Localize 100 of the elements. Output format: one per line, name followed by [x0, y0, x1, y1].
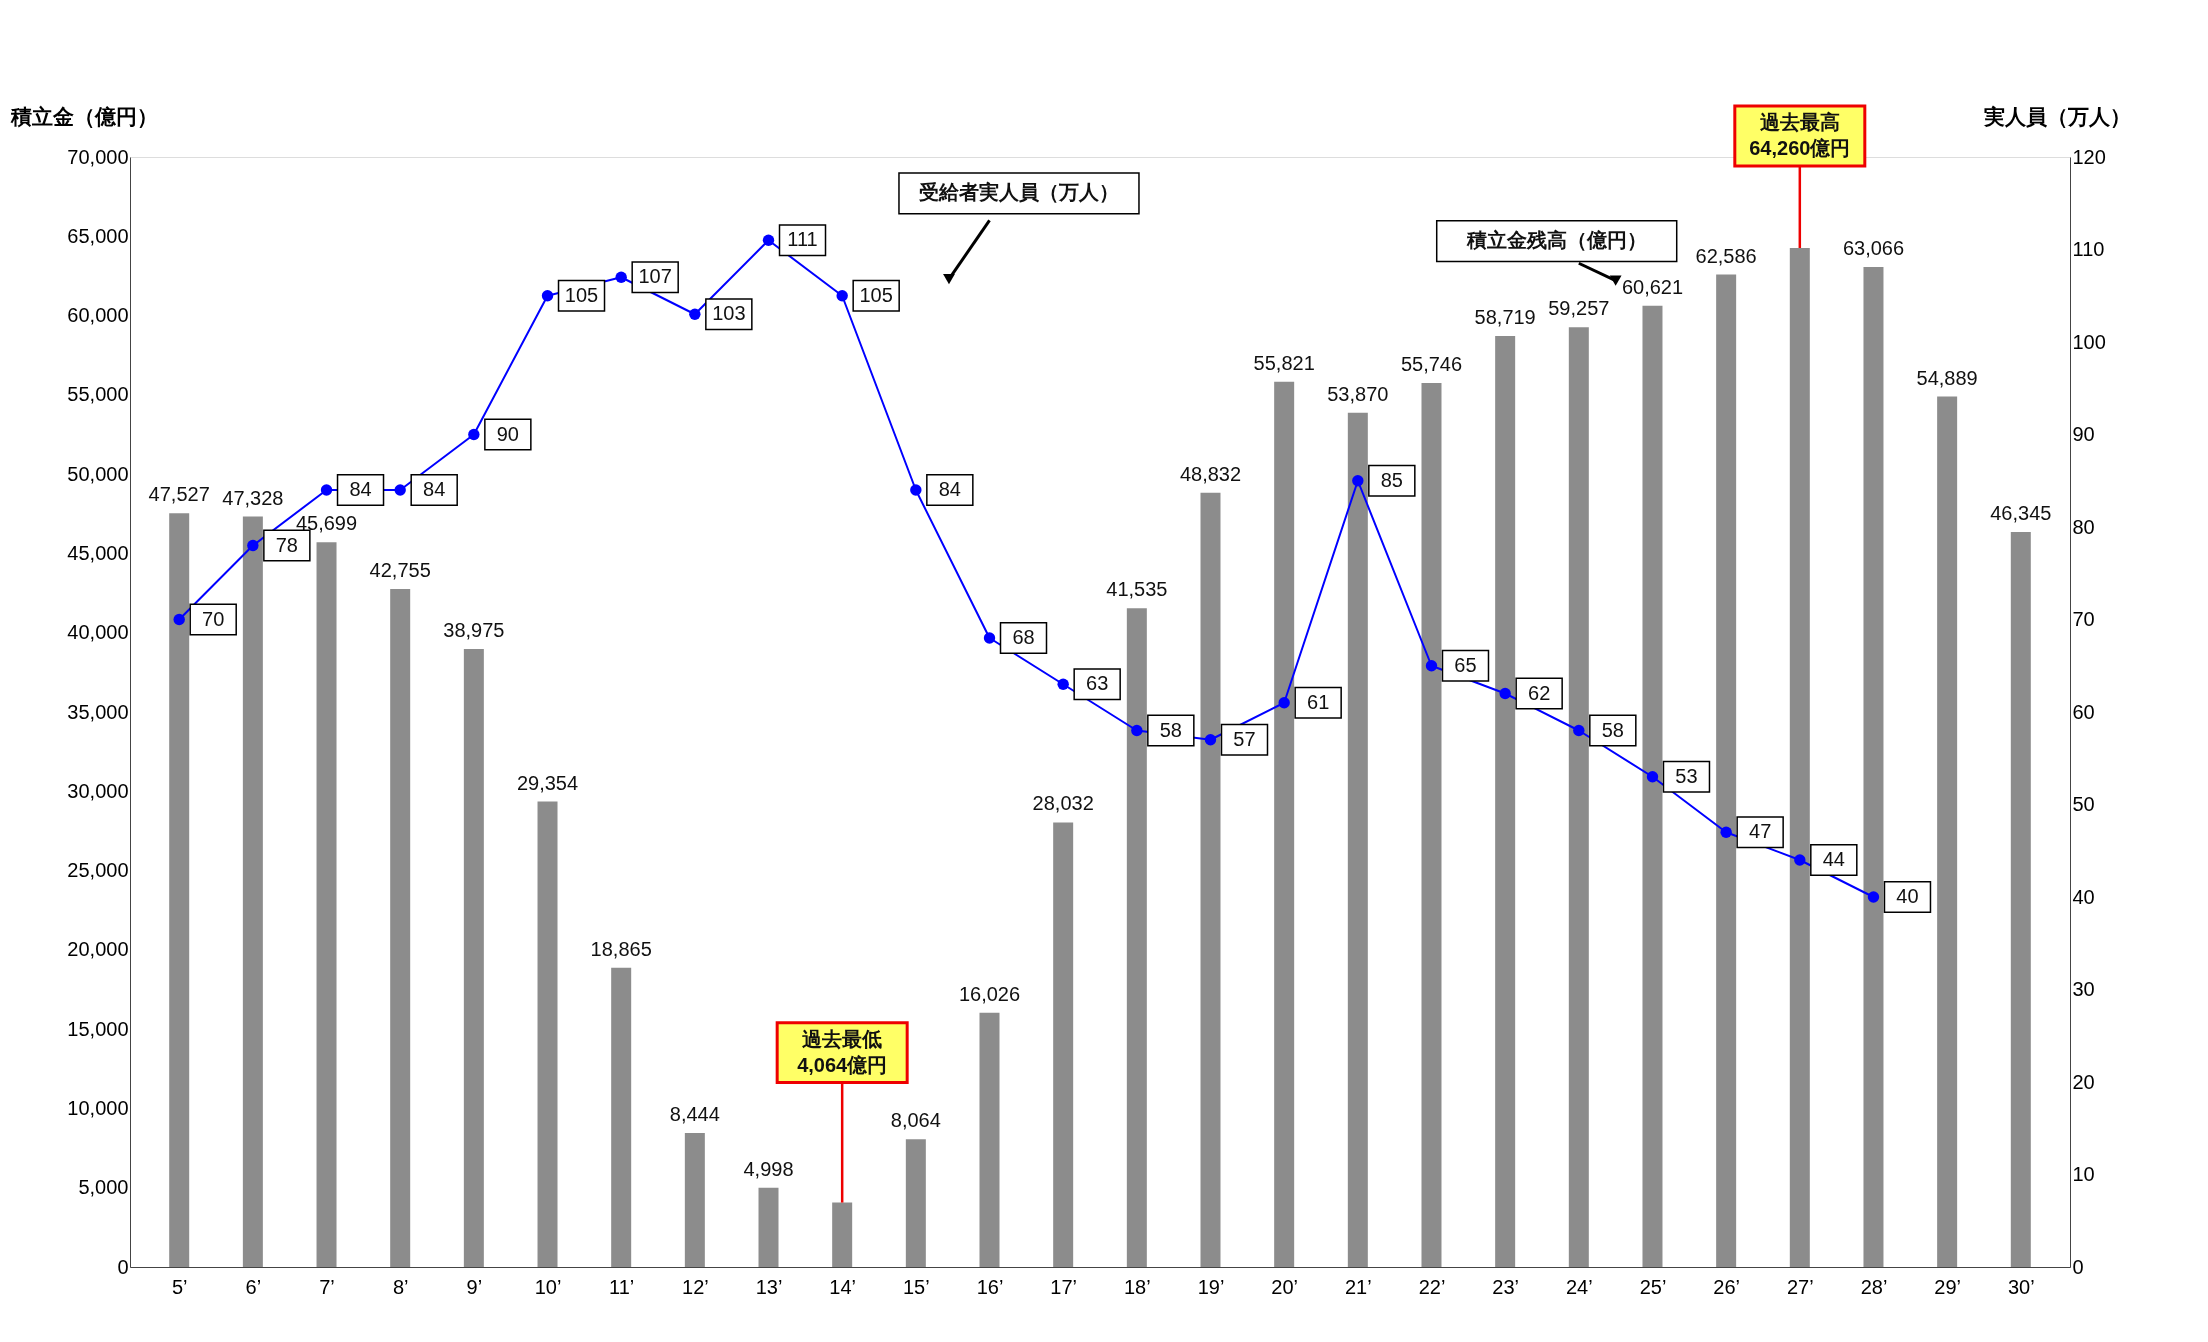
x-tick-label: 22’ — [1418, 1275, 1446, 1298]
bar — [758, 1187, 779, 1267]
point — [247, 539, 259, 552]
x-tick-label: 18’ — [1123, 1275, 1151, 1298]
x-tick-label: 24’ — [1565, 1275, 1593, 1298]
data-label: 111 — [787, 228, 818, 251]
x-tick-label: 7’ — [319, 1275, 335, 1298]
data-label: 53,870 — [1327, 382, 1389, 405]
point — [910, 484, 922, 496]
data-label: 54,889 — [1916, 366, 1978, 389]
y-tick-label: 25,000 — [67, 859, 129, 882]
x-tick-label: 27’ — [1786, 1275, 1814, 1298]
data-label: 107 — [638, 265, 672, 288]
annotation: 過去最高 64,260億円 — [1749, 111, 1851, 160]
point — [689, 308, 701, 320]
data-label: 63 — [1086, 672, 1109, 695]
y2-tick-label: 90 — [2072, 423, 2095, 445]
y2-tick-label: 100 — [2072, 330, 2106, 353]
data-label: 84 — [423, 478, 446, 500]
bar — [1053, 822, 1074, 1267]
data-label: 16,026 — [958, 982, 1021, 1005]
data-label: 58,719 — [1474, 305, 1536, 328]
x-tick-label: 14’ — [829, 1275, 857, 1298]
data-label: 84 — [938, 478, 961, 500]
point — [1573, 724, 1585, 737]
y2-tick-label: 10 — [2072, 1163, 2095, 1185]
data-label: 42,755 — [369, 559, 431, 582]
data-label: 28,032 — [1032, 792, 1094, 815]
bar — [1495, 335, 1516, 1267]
x-tick-label: 29’ — [1934, 1275, 1961, 1298]
x-tick-label: 17’ — [1050, 1275, 1078, 1298]
point — [394, 484, 406, 496]
x-tick-label: 12’ — [682, 1275, 709, 1298]
data-label: 85 — [1380, 468, 1403, 491]
data-label: 48,832 — [1179, 462, 1242, 485]
y2-tick-label: 70 — [2072, 608, 2095, 630]
data-label: 59,257 — [1548, 297, 1610, 320]
data-label: 65 — [1454, 653, 1477, 676]
data-label: 60,621 — [1621, 275, 1684, 298]
y2-axis-title: 実人員（万人） — [1982, 104, 2131, 128]
y-tick-label: 50,000 — [67, 462, 129, 485]
x-tick-label: 26’ — [1713, 1275, 1740, 1298]
annotation: 過去最低 4,064億円 — [797, 1027, 888, 1076]
bar — [1421, 383, 1442, 1267]
x-tick-label: 30’ — [2007, 1275, 2035, 1298]
bar — [1642, 305, 1663, 1267]
data-label: 68 — [1012, 626, 1035, 648]
x-tick-label: 25’ — [1639, 1275, 1667, 1298]
data-label: 61 — [1307, 690, 1330, 713]
point — [615, 271, 627, 283]
x-tick-label: 6’ — [245, 1275, 262, 1298]
y2-tick-label: 40 — [2072, 885, 2095, 908]
data-label: 8,064 — [890, 1109, 941, 1132]
point — [1720, 826, 1732, 838]
bar — [2010, 532, 2031, 1267]
text: 積立金残高（億円） — [1465, 229, 1647, 252]
point — [1867, 891, 1880, 903]
x-tick-label: 19’ — [1197, 1275, 1225, 1298]
y-tick-label: 35,000 — [67, 700, 129, 723]
data-label: 58 — [1159, 718, 1182, 741]
data-label: 47,527 — [148, 483, 210, 506]
x-tick-label: 10’ — [534, 1275, 562, 1298]
y-tick-label: 10,000 — [67, 1096, 129, 1119]
data-label: 62 — [1528, 681, 1551, 704]
data-label: 78 — [275, 533, 298, 556]
data-label: 105 — [859, 283, 893, 306]
data-label: 70 — [202, 607, 225, 630]
bar — [169, 513, 190, 1267]
x-tick-label: 28’ — [1860, 1275, 1888, 1298]
x-tick-label: 16’ — [976, 1275, 1004, 1298]
bar — [684, 1133, 705, 1267]
y-tick-label: 55,000 — [67, 383, 129, 406]
data-label: 18,865 — [590, 937, 652, 960]
y-tick-label: 30,000 — [67, 779, 129, 802]
bar — [537, 801, 558, 1267]
data-label: 57 — [1233, 727, 1256, 750]
point — [1499, 687, 1511, 700]
data-label: 105 — [564, 283, 599, 306]
y-tick-label: 65,000 — [67, 224, 129, 247]
y2-tick-label: 30 — [2072, 978, 2095, 1000]
bar — [1789, 248, 1810, 1267]
point — [1794, 854, 1806, 866]
point — [1131, 724, 1143, 737]
y2-tick-label: 60 — [2072, 700, 2095, 723]
y-tick-label: 60,000 — [67, 304, 129, 327]
y-tick-label: 0 — [117, 1255, 129, 1278]
bar — [1126, 608, 1147, 1267]
data-label: 44 — [1822, 848, 1845, 870]
x-tick-label: 15’ — [902, 1275, 930, 1298]
y-axis-title: 積立金（億円） — [9, 104, 158, 128]
bar — [979, 1012, 1000, 1267]
point — [836, 290, 848, 302]
data-label: 63,066 — [1842, 236, 1905, 259]
bar — [1863, 266, 1884, 1267]
y-tick-label: 45,000 — [67, 541, 129, 564]
y2-tick-label: 80 — [2072, 515, 2095, 538]
x-tick-label: 21’ — [1344, 1275, 1372, 1298]
y2-tick-label: 110 — [2072, 238, 2105, 260]
x-tick-label: 8’ — [392, 1275, 409, 1298]
data-label: 29,354 — [516, 771, 579, 794]
